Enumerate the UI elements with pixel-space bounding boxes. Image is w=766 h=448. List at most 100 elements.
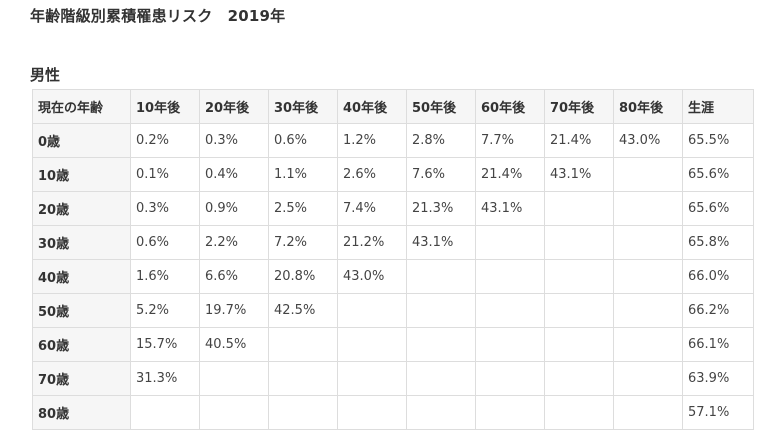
table-cell: 21.4%	[475, 157, 545, 192]
table-cell: 66.2%	[682, 293, 754, 328]
table-cell: 2.8%	[406, 123, 476, 158]
table-cell	[613, 395, 683, 430]
table-cell: 5.2%	[130, 293, 200, 328]
row-age-label: 10歳	[32, 157, 131, 192]
row-age-label: 80歳	[32, 395, 131, 430]
table-cell	[475, 395, 545, 430]
header-current-age: 現在の年齢	[32, 89, 131, 124]
table-row: 20歳 0.3% 0.9% 2.5% 7.4% 21.3% 43.1% 65.6%	[32, 191, 754, 226]
table-cell	[544, 293, 614, 328]
cumulative-risk-table: 現在の年齢 10年後 20年後 30年後 40年後 50年後 60年後 70年後…	[32, 89, 754, 430]
table-cell: 65.6%	[682, 157, 754, 192]
table-cell: 2.5%	[268, 191, 338, 226]
header-60-years: 60年後	[475, 89, 545, 124]
table-cell: 65.5%	[682, 123, 754, 158]
table-row: 0歳 0.2% 0.3% 0.6% 1.2% 2.8% 7.7% 21.4% 43.0% 65.5…	[32, 123, 754, 158]
table-cell	[544, 259, 614, 294]
table-cell: 40.5%	[199, 327, 269, 362]
table-cell: 7.4%	[337, 191, 407, 226]
table-cell	[406, 259, 476, 294]
table-cell: 65.8%	[682, 225, 754, 260]
table-cell	[406, 327, 476, 362]
table-row: 40歳 1.6% 6.6% 20.8% 43.0% 66.0%	[32, 259, 754, 294]
table-cell	[130, 395, 200, 430]
table-cell	[475, 225, 545, 260]
table-cell	[613, 293, 683, 328]
table-cell: 31.3%	[130, 361, 200, 396]
table-cell: 0.1%	[130, 157, 200, 192]
table-cell	[199, 395, 269, 430]
table-cell	[613, 259, 683, 294]
table-cell: 0.4%	[199, 157, 269, 192]
row-age-label: 20歳	[32, 191, 131, 226]
table-cell	[268, 395, 338, 430]
table-cell	[406, 361, 476, 396]
table-cell: 15.7%	[130, 327, 200, 362]
row-age-label: 30歳	[32, 225, 131, 260]
table-cell: 57.1%	[682, 395, 754, 430]
table-cell: 66.1%	[682, 327, 754, 362]
table-cell: 2.2%	[199, 225, 269, 260]
table-cell	[268, 327, 338, 362]
header-70-years: 70年後	[544, 89, 614, 124]
table-cell	[613, 327, 683, 362]
table-cell	[613, 225, 683, 260]
table-cell: 0.3%	[130, 191, 200, 226]
table-cell	[199, 361, 269, 396]
table-cell	[613, 361, 683, 396]
table-cell: 6.6%	[199, 259, 269, 294]
header-30-years: 30年後	[268, 89, 338, 124]
row-age-label: 40歳	[32, 259, 131, 294]
table-cell	[475, 361, 545, 396]
table-row: 70歳 31.3% 63.9%	[32, 361, 754, 396]
row-age-label: 0歳	[32, 123, 131, 158]
table-row: 60歳 15.7% 40.5% 66.1%	[32, 327, 754, 362]
table-cell: 7.2%	[268, 225, 338, 260]
table-cell	[406, 395, 476, 430]
table-cell: 1.2%	[337, 123, 407, 158]
table-cell: 7.6%	[406, 157, 476, 192]
table-cell: 63.9%	[682, 361, 754, 396]
table-cell	[544, 395, 614, 430]
table-cell	[475, 327, 545, 362]
header-80-years: 80年後	[613, 89, 683, 124]
page-title: 年齢階級別累積罹患リスク 2019年	[30, 7, 286, 25]
table-cell	[544, 327, 614, 362]
table-cell: 7.7%	[475, 123, 545, 158]
table-cell: 0.6%	[130, 225, 200, 260]
table-cell: 0.3%	[199, 123, 269, 158]
table-cell	[337, 327, 407, 362]
table-cell	[475, 259, 545, 294]
table-cell: 43.1%	[544, 157, 614, 192]
table-cell	[613, 157, 683, 192]
table-cell	[337, 395, 407, 430]
table-cell: 19.7%	[199, 293, 269, 328]
table-cell: 0.6%	[268, 123, 338, 158]
table-cell	[544, 225, 614, 260]
row-age-label: 50歳	[32, 293, 131, 328]
table-cell: 21.2%	[337, 225, 407, 260]
section-heading-male: 男性	[30, 66, 61, 84]
table-cell	[544, 191, 614, 226]
table-cell	[337, 361, 407, 396]
table-cell: 43.1%	[475, 191, 545, 226]
table-cell: 1.6%	[130, 259, 200, 294]
row-age-label: 70歳	[32, 361, 131, 396]
table-cell: 21.3%	[406, 191, 476, 226]
table-cell: 1.1%	[268, 157, 338, 192]
header-50-years: 50年後	[406, 89, 476, 124]
table-cell: 65.6%	[682, 191, 754, 226]
table-row: 80歳 57.1%	[32, 395, 754, 430]
table-cell	[268, 361, 338, 396]
table-cell	[613, 191, 683, 226]
table-row: 30歳 0.6% 2.2% 7.2% 21.2% 43.1% 65.8%	[32, 225, 754, 260]
header-10-years: 10年後	[130, 89, 200, 124]
table-cell	[337, 293, 407, 328]
table-row: 50歳 5.2% 19.7% 42.5% 66.2%	[32, 293, 754, 328]
table-cell: 43.0%	[337, 259, 407, 294]
table-cell: 0.2%	[130, 123, 200, 158]
table-cell: 2.6%	[337, 157, 407, 192]
table-header-row: 現在の年齢 10年後 20年後 30年後 40年後 50年後 60年後 70年後…	[32, 89, 754, 124]
table-cell	[406, 293, 476, 328]
header-40-years: 40年後	[337, 89, 407, 124]
